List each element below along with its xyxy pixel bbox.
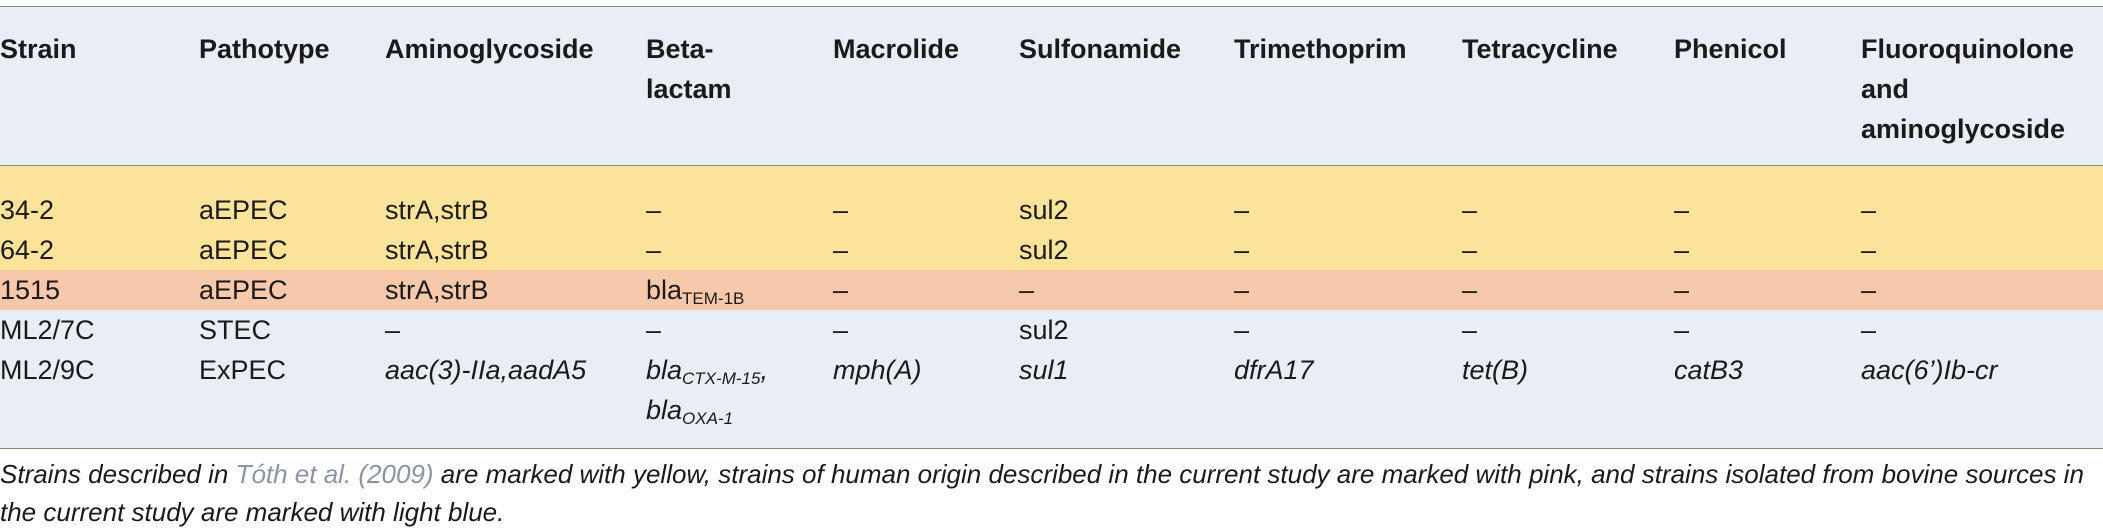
cell-strain: 64-2 xyxy=(0,235,55,265)
table-row-64-2: 64-2 aEPEC strA,strB – – sul2 – – – – xyxy=(0,230,2103,270)
cell-phenicol: – xyxy=(1674,195,1690,225)
cell-fluoroquinolone: – xyxy=(1861,235,1877,265)
cell-tetracycline: – xyxy=(1462,195,1478,225)
cell-aminoglycoside: aac(3)-IIa,aadA5 xyxy=(385,355,587,385)
cell-fluoroquinolone: – xyxy=(1861,315,1877,345)
cell-tetracycline: – xyxy=(1462,315,1478,345)
cell-fluoroquinolone: – xyxy=(1861,275,1877,305)
cell-sulfonamide: sul2 xyxy=(1019,195,1069,225)
cell-sulfonamide: sul1 xyxy=(1019,355,1069,385)
cell-macrolide: mph(A) xyxy=(833,355,922,385)
header-fluoroquinolone-aminoglycoside: Fluoroquinolone and aminoglycoside xyxy=(1861,6,2103,166)
header-beta-lactam: Beta-lactam xyxy=(646,6,833,166)
header-macrolide: Macrolide xyxy=(833,6,1019,166)
cell-beta-lactam: blaTEM-1B xyxy=(646,275,745,308)
cell-beta-lactam: – xyxy=(646,235,662,265)
cell-beta-lactam: – xyxy=(646,195,662,225)
table-row-34-2: 34-2 aEPEC strA,strB – – sul2 – – – – xyxy=(0,165,2103,230)
header-pathotype: Pathotype xyxy=(199,6,385,166)
cell-beta-lactam: – xyxy=(646,315,662,345)
cell-trimethoprim: – xyxy=(1234,235,1250,265)
resistance-table-container: Strain Pathotype Aminoglycoside Beta-lac… xyxy=(0,6,2103,449)
header-phenicol: Phenicol xyxy=(1674,6,1861,166)
cell-beta-lactam: blaCTX-M-15, blaOXA-1 xyxy=(646,355,768,428)
cell-phenicol: – xyxy=(1674,235,1690,265)
cell-aminoglycoside: strA,strB xyxy=(385,275,489,305)
table-footnote: Strains described in Tóth et al. (2009) … xyxy=(0,459,2084,527)
cell-trimethoprim: – xyxy=(1234,315,1250,345)
cell-strain: ML2/9C xyxy=(0,355,95,385)
table-row-1515: 1515 aEPEC strA,strB blaTEM-1B – – – – –… xyxy=(0,270,2103,310)
header-tetracycline: Tetracycline xyxy=(1462,6,1674,166)
table-row-ml2-9c: ML2/9C ExPEC aac(3)-IIa,aadA5 blaCTX-M-1… xyxy=(0,350,2103,449)
cell-sulfonamide: – xyxy=(1019,275,1035,305)
cell-sulfonamide: sul2 xyxy=(1019,315,1069,345)
cell-trimethoprim: – xyxy=(1234,275,1250,305)
cell-pathotype: ExPEC xyxy=(199,355,287,385)
cell-aminoglycoside: strA,strB xyxy=(385,195,489,225)
reference-link[interactable]: Tóth et al. (2009) xyxy=(235,459,434,489)
cell-phenicol: catB3 xyxy=(1674,355,1744,385)
cell-strain: ML2/7C xyxy=(0,315,95,345)
cell-fluoroquinolone: aac(6’)Ib-cr xyxy=(1861,355,1998,385)
cell-pathotype: aEPEC xyxy=(199,195,288,225)
cell-pathotype: STEC xyxy=(199,315,272,345)
cell-pathotype: aEPEC xyxy=(199,275,288,305)
cell-strain: 1515 xyxy=(0,275,61,305)
cell-fluoroquinolone: – xyxy=(1861,195,1877,225)
cell-macrolide: – xyxy=(833,315,849,345)
cell-macrolide: – xyxy=(833,195,849,225)
cell-trimethoprim: dfrA17 xyxy=(1234,355,1314,385)
cell-tetracycline: – xyxy=(1462,275,1478,305)
header-strain: Strain xyxy=(0,6,199,166)
cell-tetracycline: – xyxy=(1462,235,1478,265)
table-header-row: Strain Pathotype Aminoglycoside Beta-lac… xyxy=(0,6,2103,166)
cell-macrolide: – xyxy=(833,235,849,265)
table-row-ml2-7c: ML2/7C STEC – – – sul2 – – – – xyxy=(0,310,2103,350)
cell-trimethoprim: – xyxy=(1234,195,1250,225)
cell-phenicol: – xyxy=(1674,315,1690,345)
cell-pathotype: aEPEC xyxy=(199,235,288,265)
cell-macrolide: – xyxy=(833,275,849,305)
resistance-genes-table: Strain Pathotype Aminoglycoside Beta-lac… xyxy=(0,6,2103,449)
cell-tetracycline: tet(B) xyxy=(1462,355,1529,385)
cell-sulfonamide: sul2 xyxy=(1019,235,1069,265)
cell-aminoglycoside: strA,strB xyxy=(385,235,489,265)
header-aminoglycoside: Aminoglycoside xyxy=(385,6,646,166)
cell-strain: 34-2 xyxy=(0,195,55,225)
header-trimethoprim: Trimethoprim xyxy=(1234,6,1462,166)
cell-aminoglycoside: – xyxy=(385,315,401,345)
cell-phenicol: – xyxy=(1674,275,1690,305)
header-sulfonamide: Sulfonamide xyxy=(1019,6,1234,166)
